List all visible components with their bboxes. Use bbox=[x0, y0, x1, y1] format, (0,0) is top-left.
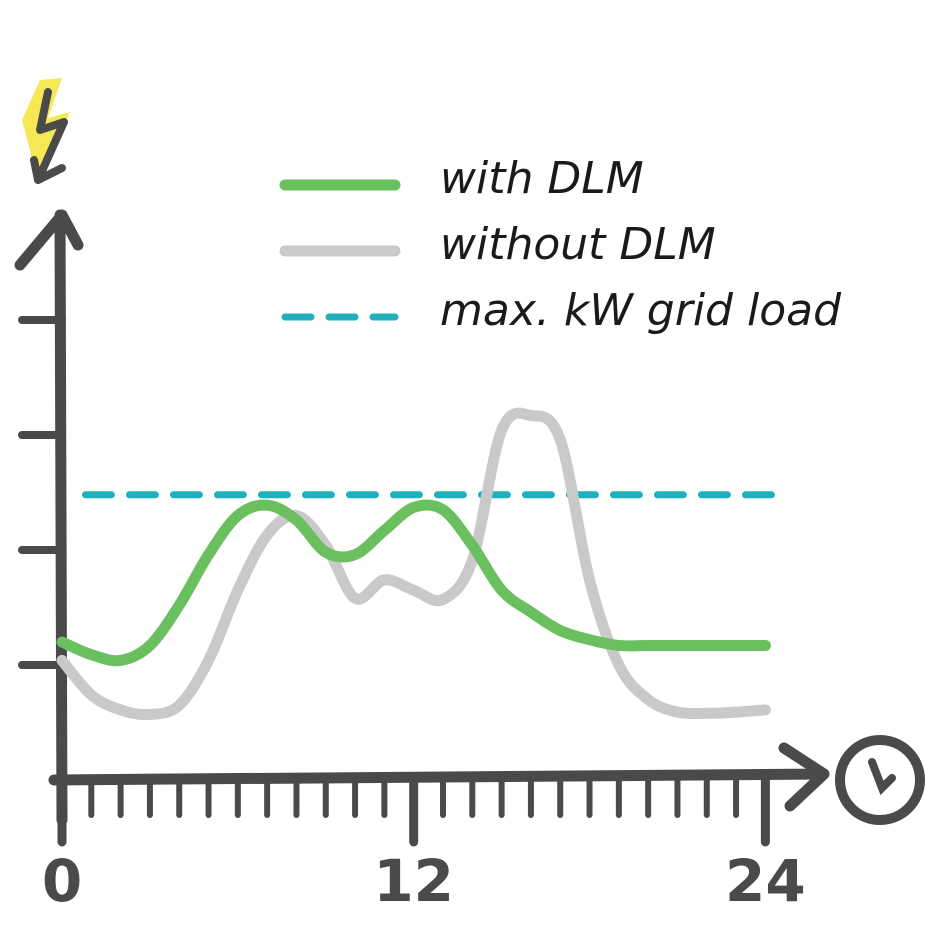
legend: with DLM without DLM max. kW grid load bbox=[279, 153, 842, 336]
x-tick-label: 24 bbox=[725, 847, 806, 915]
series-line bbox=[56, 407, 771, 721]
x-axis bbox=[48, 742, 830, 812]
power-icon bbox=[22, 78, 70, 185]
series-line bbox=[56, 499, 771, 667]
axes: 0 12 24 bbox=[14, 209, 830, 915]
y-axis bbox=[14, 209, 84, 826]
time-icon bbox=[835, 735, 925, 825]
x-tick-label: 12 bbox=[373, 847, 454, 915]
plot bbox=[56, 407, 784, 721]
x-tick-label: 0 bbox=[42, 847, 82, 915]
legend-label: with DLM bbox=[440, 153, 644, 204]
legend-label: max. kW grid load bbox=[440, 285, 842, 336]
legend-label: without DLM bbox=[440, 219, 716, 270]
